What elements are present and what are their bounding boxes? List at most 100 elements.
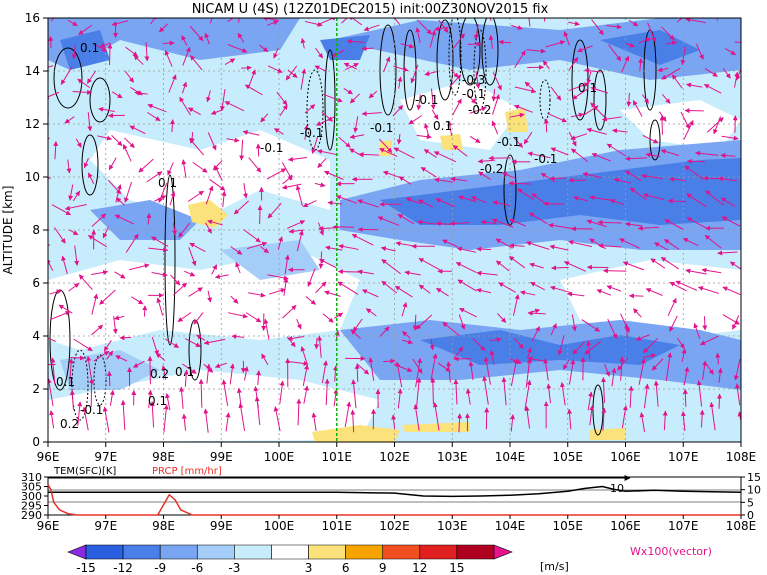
wind-vector: [349, 93, 360, 104]
wind-vector: [321, 111, 333, 122]
wind-vector: [322, 93, 343, 103]
wind-vector: [316, 149, 339, 156]
wind-vector: [346, 38, 365, 44]
wind-vector: [244, 84, 263, 96]
wind-vector: [404, 270, 421, 276]
wind-vector: [368, 357, 375, 381]
wind-vector: [621, 405, 628, 429]
left-tick-label: 305: [21, 481, 42, 494]
wind-vector: [304, 20, 323, 27]
tem-legend: TEM(SFC)[K]: [53, 466, 116, 477]
wind-vector: [49, 410, 55, 429]
wind-vector: [681, 348, 687, 362]
colorbar-tick-label: 6: [342, 561, 350, 575]
wind-vector: [91, 269, 109, 275]
wind-vector: [582, 171, 603, 179]
wind-vector: [68, 229, 79, 236]
wind-vector: [491, 218, 514, 228]
wind-vector: [581, 319, 601, 332]
wind-vector: [645, 152, 661, 158]
wind-vector: [626, 92, 632, 107]
wind-vector: [577, 45, 593, 53]
contour-label: -0.2: [468, 103, 491, 117]
wind-vector: [87, 234, 107, 248]
wind-vector: [483, 356, 491, 385]
wind-vector: [601, 407, 607, 431]
wind-vector: [204, 222, 212, 234]
wind-vectors: [48, 18, 741, 433]
wind-vector: [601, 377, 607, 403]
wind-vector: [261, 353, 269, 366]
wind-vector: [148, 247, 169, 253]
wind-vector: [430, 377, 436, 405]
wind-vector: [701, 267, 722, 274]
contour-label: 0.1: [578, 81, 597, 95]
wind-vector: [676, 18, 683, 23]
wind-vector: [282, 304, 297, 319]
x-tick-label: 108E: [726, 519, 757, 533]
colorbar-swatch: [493, 544, 513, 560]
wind-vector: [392, 105, 404, 117]
colorbar-swatch: [67, 544, 87, 560]
wind-vector: [230, 246, 243, 255]
wind-vector: [356, 363, 370, 375]
wind-vector: [513, 338, 524, 349]
wind-vector: [458, 195, 477, 203]
x-tick-label: 96E: [37, 450, 60, 464]
wind-vector: [335, 195, 358, 204]
wind-vector: [86, 355, 93, 385]
x-tick-label: 97E: [94, 450, 117, 464]
wind-vector: [525, 358, 532, 388]
wind-vector: [277, 236, 284, 250]
wind-vector: [73, 338, 93, 352]
wind-vector: [417, 219, 436, 225]
wind-vector: [226, 137, 240, 143]
wind-vector: [702, 360, 708, 381]
wind-vector: [557, 335, 565, 356]
wind-vector: [550, 285, 571, 293]
wind-vector: [74, 245, 80, 266]
wind-vector: [591, 19, 604, 36]
wind-vector: [349, 134, 365, 140]
wind-vector: [279, 380, 285, 404]
wind-vector: [343, 62, 358, 70]
wind-vector: [601, 116, 622, 122]
wind-vector: [680, 411, 686, 432]
x-tick-label: 101E: [322, 450, 353, 464]
left-tick-label: 300: [21, 490, 42, 503]
wind-vector: [177, 312, 192, 323]
wind-vector: [380, 246, 396, 252]
wind-vector: [238, 18, 240, 23]
wind-vector: [607, 318, 618, 340]
wind-vector: [591, 152, 611, 162]
wind-vector: [279, 104, 288, 117]
wind-vector: [325, 245, 343, 251]
x-tick-label: 98E: [152, 519, 175, 533]
wind-vector: [99, 289, 116, 305]
wind-vector: [70, 355, 85, 361]
wind-vector: [237, 32, 245, 43]
contour-label: 0.1: [433, 119, 452, 133]
wind-vector: [353, 116, 359, 133]
wind-vector: [562, 360, 570, 370]
wind-vector: [381, 280, 398, 294]
wind-vector: [715, 352, 721, 365]
wind-vector: [273, 128, 284, 135]
wind-vector: [547, 112, 567, 123]
wind-vector: [432, 402, 440, 431]
wind-vector: [231, 334, 245, 340]
x-tick-label: 104E: [495, 450, 526, 464]
wind-vector: [682, 237, 699, 247]
wind-vector: [178, 222, 191, 238]
colorbar-tick-label: -3: [228, 561, 240, 575]
wind-vector: [568, 239, 592, 248]
wind-vector: [268, 288, 286, 295]
wind-vector: [333, 312, 344, 319]
wind-vector: [205, 363, 211, 384]
surface-series: [47, 484, 742, 516]
wind-vector: [48, 258, 54, 271]
wind-vector: [124, 70, 134, 83]
wind-vector: [482, 375, 489, 405]
wind-vector: [733, 358, 741, 381]
